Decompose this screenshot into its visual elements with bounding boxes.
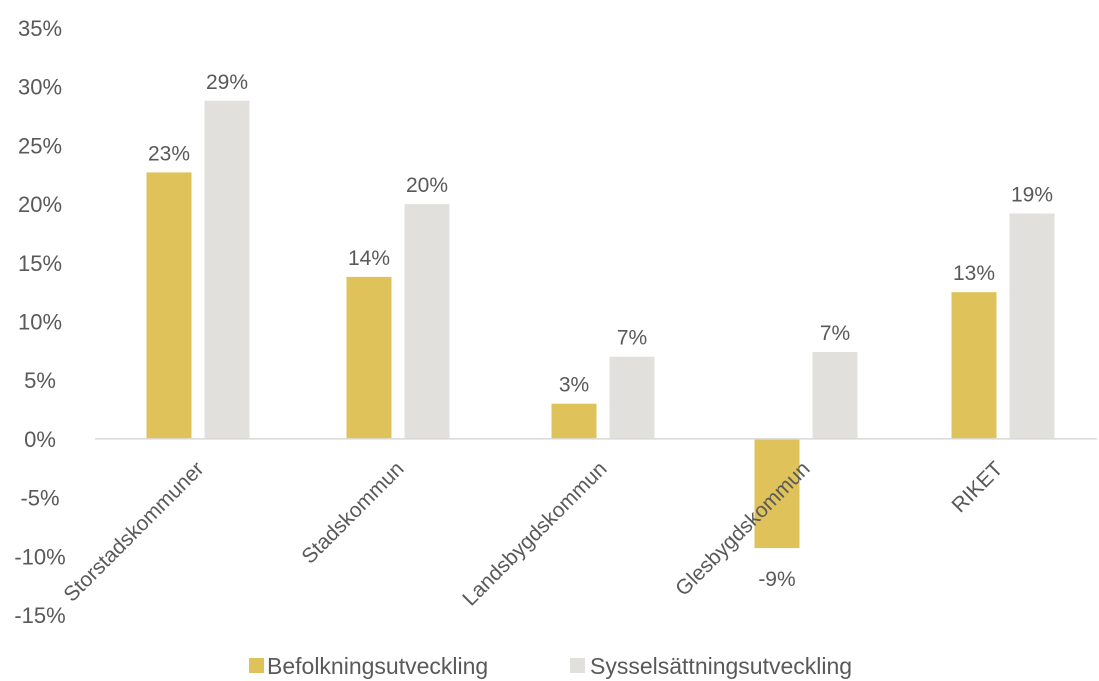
category-label: RIKET [948, 457, 1008, 517]
y-tick-label: -15% [14, 603, 65, 628]
y-tick-label: 15% [18, 251, 62, 276]
bar-sysselsattning [404, 204, 450, 439]
y-axis: 35% 30% 25% 20% 15% 10% 5% 0% -5% -10% -15% [14, 16, 65, 628]
category-label: Storstadskommuner [59, 457, 208, 606]
category-label: Stadskommun [297, 457, 408, 568]
bars [146, 100, 1055, 549]
y-tick-label: 35% [18, 16, 62, 41]
data-label: 20% [406, 174, 448, 197]
y-tick-label: -10% [14, 544, 65, 569]
y-tick-label: 5% [24, 368, 56, 393]
data-label: 13% [953, 262, 995, 285]
data-label: 3% [559, 374, 589, 397]
bar-sysselsattning [812, 352, 858, 439]
bar-befolkning [754, 438, 800, 549]
y-tick-label: -5% [20, 486, 59, 511]
bar-befolkning [146, 172, 192, 439]
y-tick-label: 10% [18, 310, 62, 335]
legend: Befolkningsutveckling Sysselsättningsutve… [249, 653, 852, 679]
data-label: -9% [758, 568, 795, 591]
bar-befolkning [951, 292, 997, 439]
data-label: 7% [820, 322, 850, 345]
bar-sysselsattning [1009, 213, 1055, 439]
data-label: 23% [148, 142, 190, 165]
y-tick-label: 20% [18, 192, 62, 217]
data-label: 7% [617, 327, 647, 350]
legend-label: Befolkningsutveckling [267, 653, 488, 679]
bar-sysselsattning [609, 356, 655, 439]
y-tick-label: 30% [18, 75, 62, 100]
data-label: 14% [348, 247, 390, 270]
legend-swatch [249, 658, 264, 673]
y-tick-label: 0% [24, 427, 56, 452]
y-tick-label: 25% [18, 133, 62, 158]
category-labels: Storstadskommuner Stadskommun Landsbygdsko… [59, 457, 1007, 610]
bar-sysselsattning [204, 100, 250, 439]
legend-swatch [570, 658, 585, 673]
data-labels: 23% 29% 14% 20% 3% 7% -9% 7% 13% 19% [148, 71, 1053, 591]
data-label: 29% [206, 71, 248, 94]
bar-befolkning [346, 276, 392, 439]
data-label: 19% [1011, 183, 1053, 206]
legend-label: Sysselsättningsutveckling [590, 653, 852, 679]
category-label: Landsbygdskommun [458, 457, 611, 610]
bar-befolkning [551, 403, 597, 439]
